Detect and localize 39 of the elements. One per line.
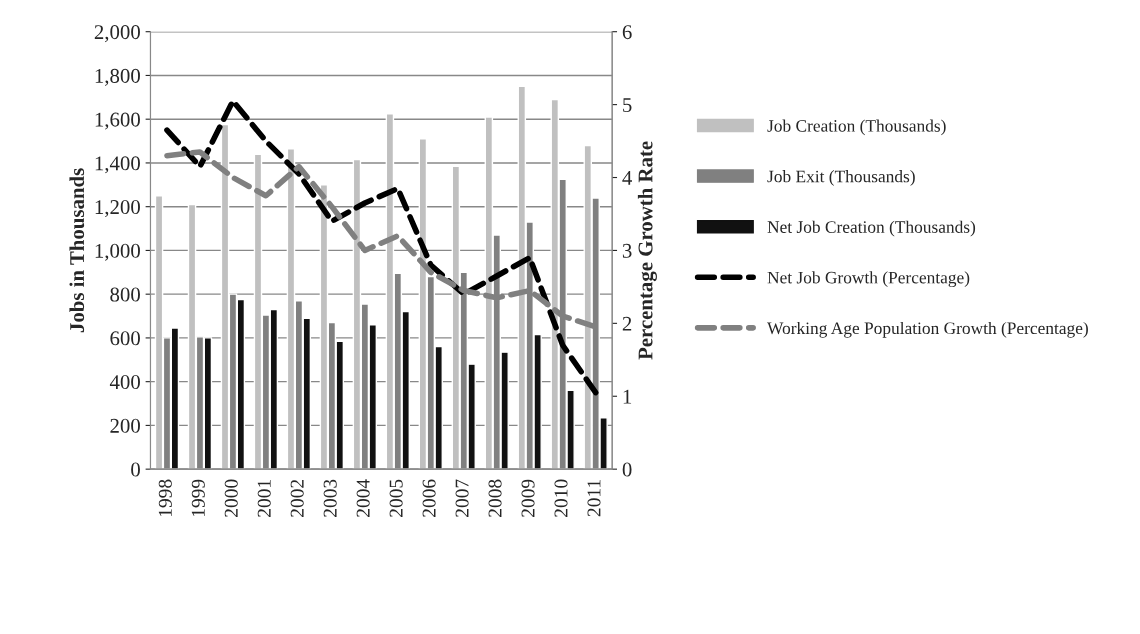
x-tick-label: 1998 (158, 479, 172, 517)
y-tick-label: 1,400 (95, 156, 140, 174)
x-tick-label: 2010 (554, 479, 568, 517)
x-tick-label: 2002 (290, 479, 304, 517)
y-tick-label: 2,000 (94, 25, 140, 43)
y-tick-label: 1,200 (95, 200, 140, 218)
y2-tick-label: 5 (623, 98, 632, 113)
y-tick-label: 800 (110, 287, 140, 302)
y2-axis-title: Percentage Growth Rate (637, 141, 657, 360)
y-tick-label: 1,800 (95, 68, 140, 86)
x-tick-label: 2003 (323, 479, 337, 517)
legend-label: Job Creation (Thousands) (767, 119, 946, 136)
y2-tick-label: 0 (622, 462, 632, 477)
y2-tick-label: 4 (622, 171, 632, 185)
legend-label: Net Job Creation (Thousands) (767, 220, 976, 237)
y2-tick-label: 2 (622, 316, 632, 331)
y-tick-label: 0 (131, 462, 140, 477)
y-tick-label: 400 (109, 375, 140, 390)
y2-tick-label: 3 (622, 243, 632, 258)
x-tick-label: 2005 (389, 479, 403, 517)
y-tick-label: 200 (110, 418, 140, 433)
y-tick-label: 600 (110, 331, 140, 346)
legend-label: Job Exit (Thousands) (767, 170, 915, 186)
y-tick-label: 1,000 (95, 243, 140, 261)
legend-label: Net Job Growth (Percentage) (767, 271, 970, 288)
y-axis-title: Jobs in Thousands (69, 168, 85, 333)
x-tick-label: 2004 (356, 479, 370, 517)
x-tick-label: 2007 (455, 479, 469, 517)
x-tick-label: 2009 (521, 479, 535, 517)
y-tick-label: 1,600 (95, 112, 140, 130)
x-tick-label: 2000 (224, 479, 238, 517)
y2-tick-label: 6 (622, 25, 632, 40)
y2-tick-label: 1 (623, 389, 632, 404)
legend-label: Working Age Population Growth (Percentage) (767, 321, 1088, 338)
x-tick-label: 2001 (257, 480, 271, 517)
x-tick-label: 2006 (422, 479, 436, 517)
x-tick-label: 1999 (191, 479, 205, 517)
x-tick-label: 2008 (488, 479, 502, 517)
x-tick-label: 2011 (587, 480, 601, 517)
